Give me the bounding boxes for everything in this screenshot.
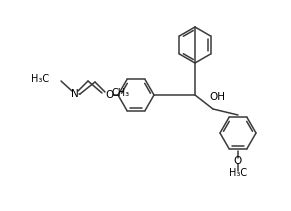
Text: H₃C: H₃C bbox=[229, 168, 247, 178]
Text: O: O bbox=[105, 90, 113, 100]
Text: CH₃: CH₃ bbox=[112, 88, 130, 98]
Text: O: O bbox=[234, 156, 242, 166]
Text: N: N bbox=[71, 89, 79, 99]
Text: H₃C: H₃C bbox=[31, 74, 49, 84]
Text: OH: OH bbox=[209, 92, 225, 102]
